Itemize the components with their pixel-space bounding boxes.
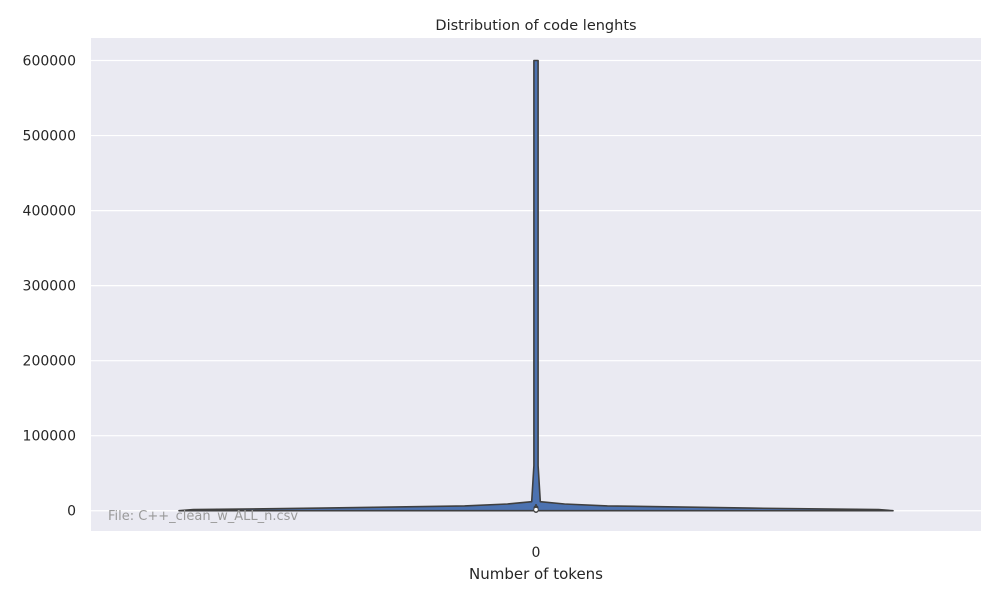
y-tick-label: 100000 bbox=[23, 429, 76, 445]
y-tick-label: 200000 bbox=[23, 354, 76, 370]
y-tick-label: 300000 bbox=[23, 279, 76, 295]
violin-layer bbox=[178, 59, 894, 513]
y-tick-label: 600000 bbox=[23, 54, 76, 70]
chart-title: Distribution of code lenghts bbox=[435, 18, 636, 34]
x-tick-label: 0 bbox=[532, 545, 541, 561]
y-axis-ticks: 0 100000 200000 300000 400000 500000 600000 bbox=[23, 54, 76, 520]
y-tick-label: 500000 bbox=[23, 129, 76, 145]
y-tick-label: 0 bbox=[67, 504, 76, 520]
x-axis-label: Number of tokens bbox=[469, 565, 603, 583]
violin-median-point bbox=[533, 507, 539, 513]
y-tick-label: 400000 bbox=[23, 204, 76, 220]
violin-body bbox=[178, 59, 894, 512]
file-annotation: File: C++_clean_w_ALL_n.csv bbox=[108, 509, 298, 524]
